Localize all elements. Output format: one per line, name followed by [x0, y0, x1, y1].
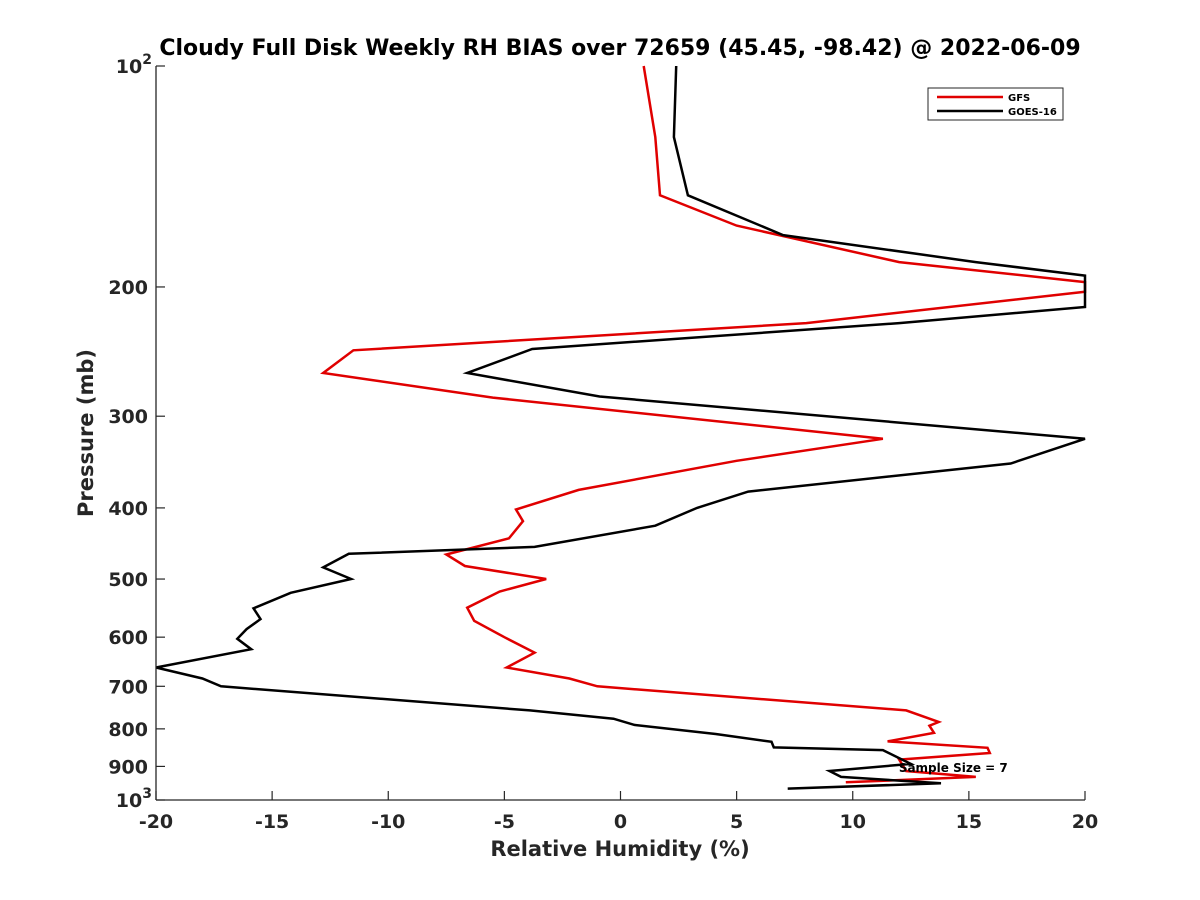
y-tick-label: 900	[108, 756, 148, 778]
plot-area	[156, 66, 1085, 800]
series-line-goes16	[155, 65, 1087, 790]
legend: GFS GOES-16	[927, 87, 1064, 121]
y-tick-label: 300	[108, 406, 148, 428]
x-tick-label: -20	[139, 811, 173, 833]
x-tick-label: 20	[1072, 811, 1098, 833]
y-tick-label: 200	[108, 277, 148, 299]
y-tick-label: 800	[108, 719, 148, 741]
y-tick-label: 400	[108, 498, 148, 520]
x-tick-label: 5	[730, 811, 743, 833]
x-tick-label: -15	[255, 811, 289, 833]
series-layer	[155, 65, 1087, 790]
x-tick-label: -5	[494, 811, 515, 833]
y-axis-label: Pressure (mb)	[74, 349, 98, 517]
x-ticks: -20 -15 -10 -5 0 5 10 15 20	[139, 791, 1098, 833]
y-tick-label: 600	[108, 627, 148, 649]
x-axis-label: Relative Humidity (%)	[490, 837, 749, 861]
x-tick-label: 0	[614, 811, 627, 833]
y-tick-label: 500	[108, 569, 148, 591]
y-tick-label: 700	[108, 676, 148, 698]
legend-label-gfs: GFS	[1008, 93, 1030, 104]
legend-box	[927, 87, 1064, 121]
y-ticks: 102 200 300 400 500 600 700 800 900 103	[108, 52, 165, 812]
x-tick-label: 10	[840, 811, 866, 833]
series-line-gfs	[320, 65, 1087, 784]
y-tick-label: 102	[116, 52, 152, 78]
chart-title: Cloudy Full Disk Weekly RH BIAS over 726…	[159, 36, 1080, 61]
x-tick-label: -10	[371, 811, 405, 833]
y-tick-label: 103	[116, 786, 152, 812]
sample-size-annotation: Sample Size = 7	[899, 761, 1008, 775]
legend-label-goes16: GOES-16	[1008, 107, 1057, 118]
x-tick-label: 15	[956, 811, 982, 833]
